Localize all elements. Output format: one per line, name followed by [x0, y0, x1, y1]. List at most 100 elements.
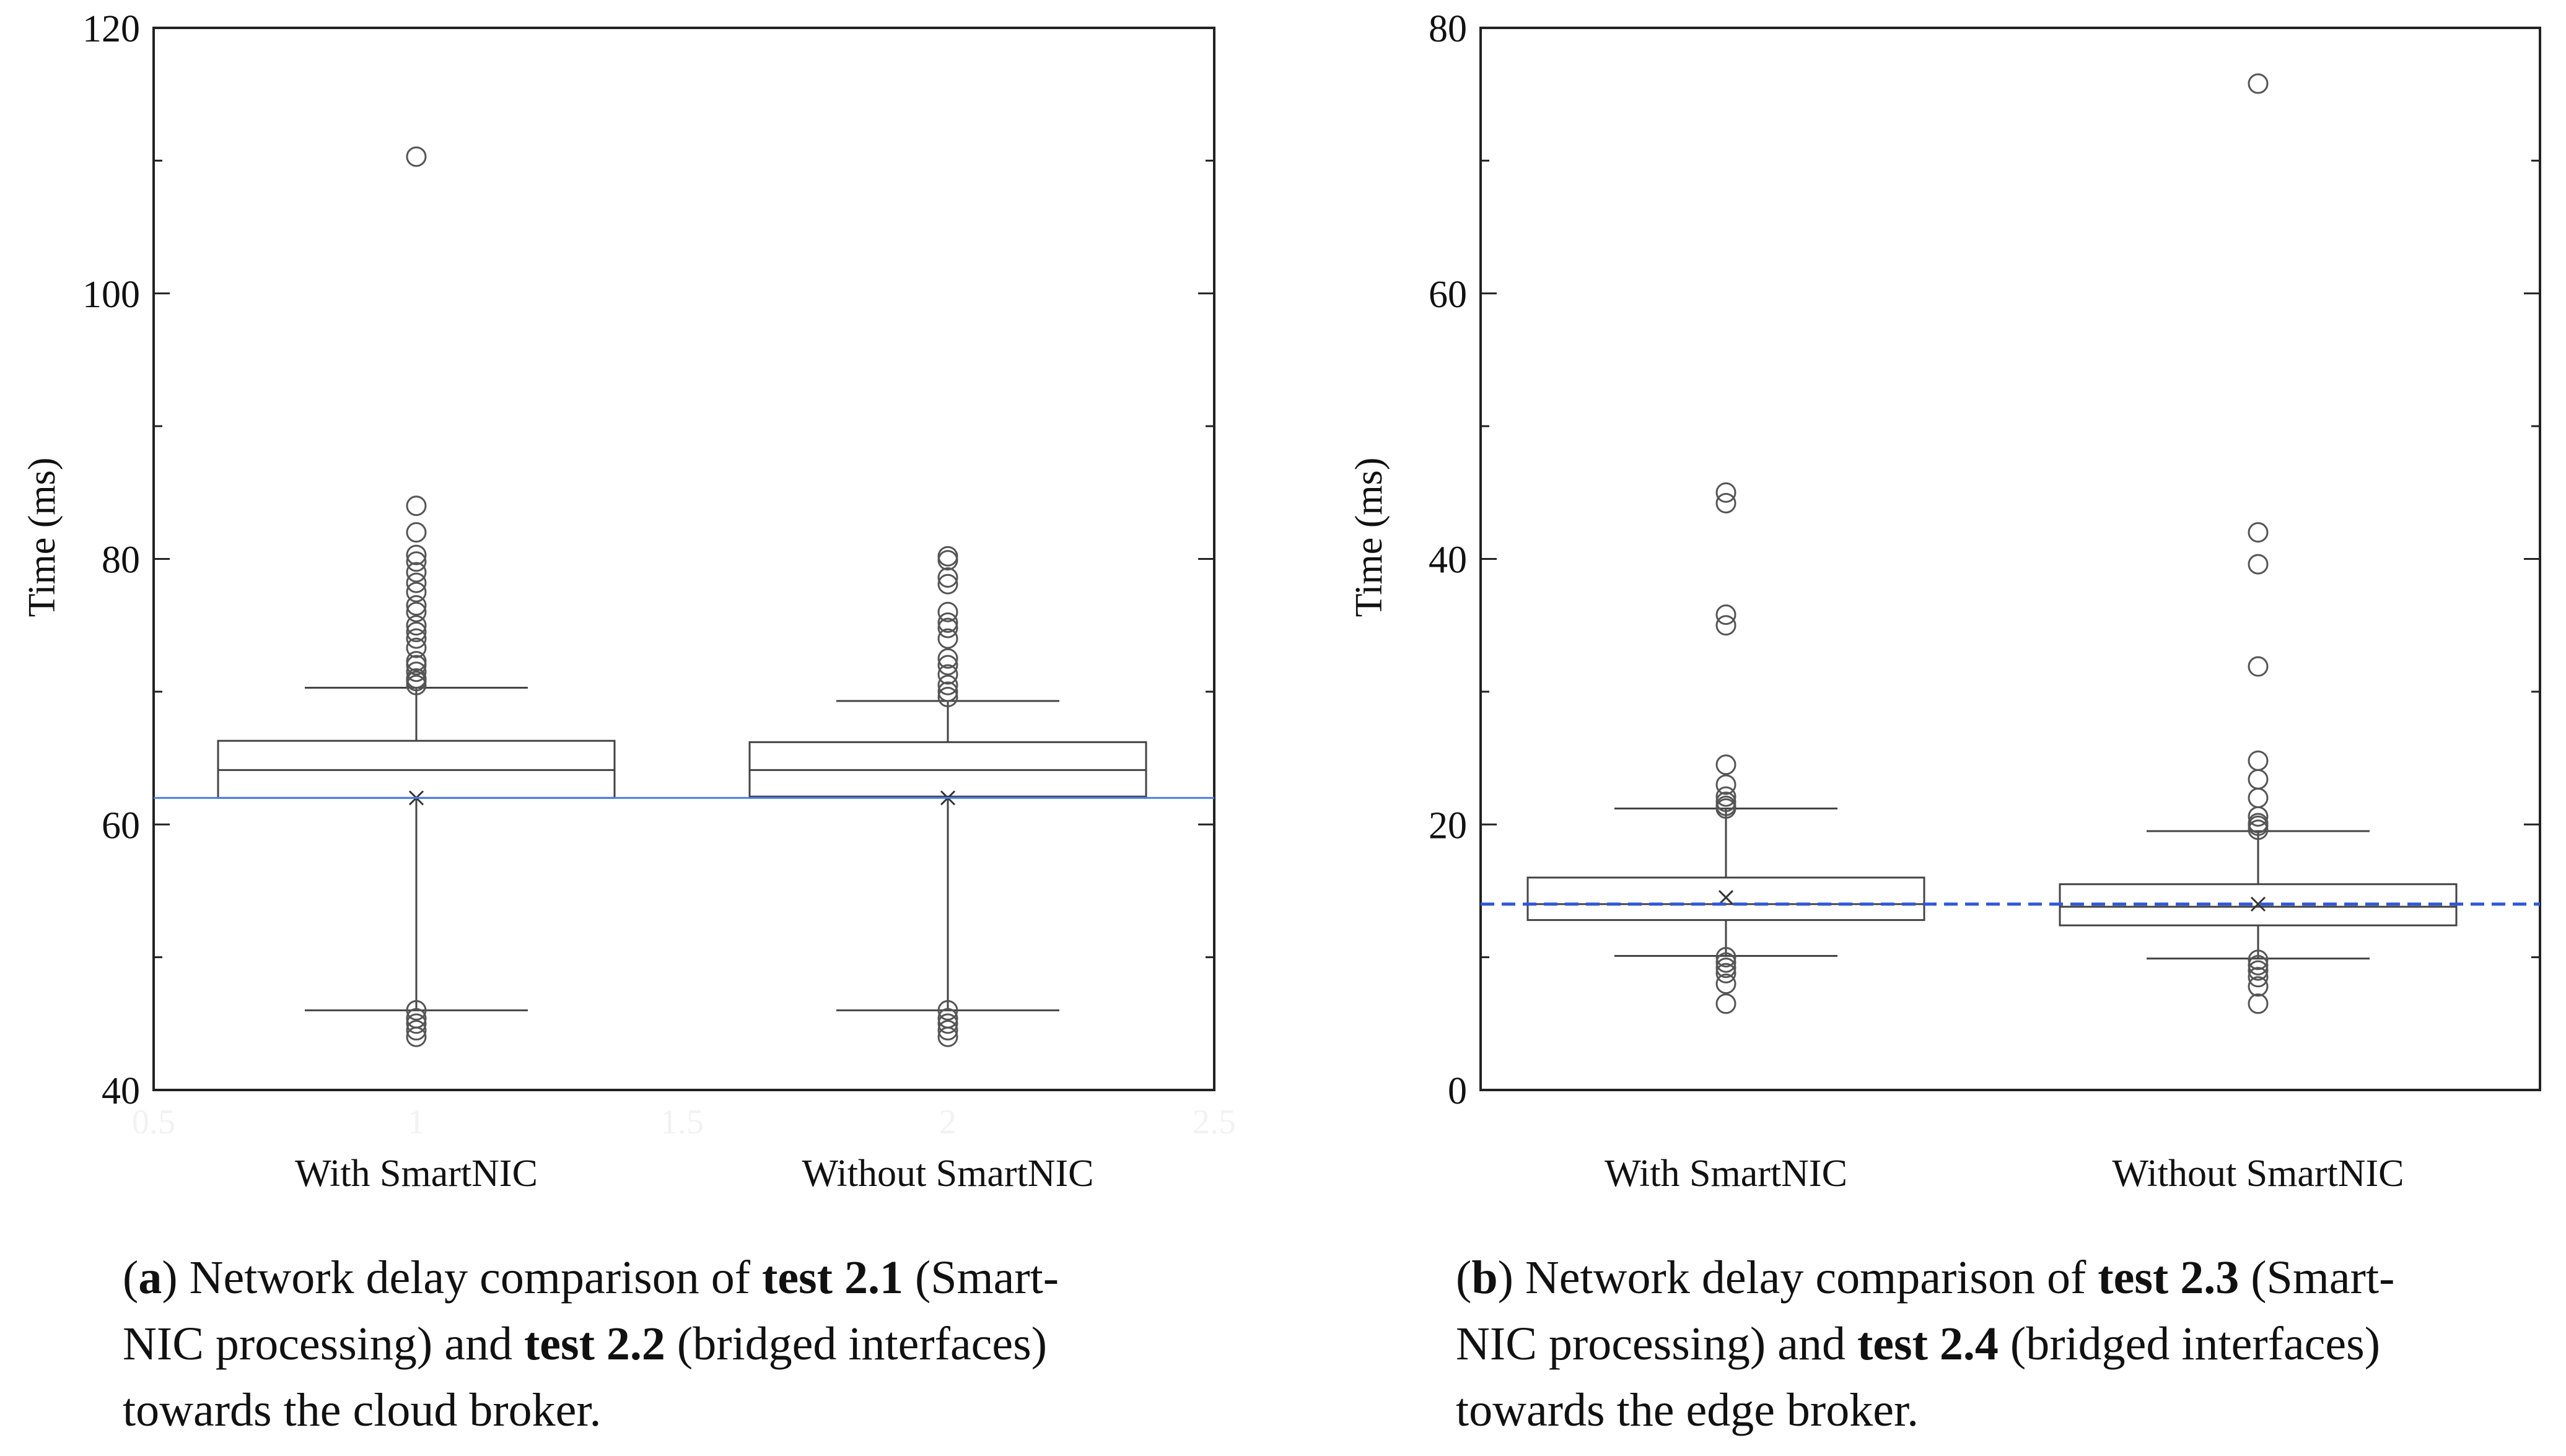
outlier-point: [937, 546, 958, 567]
outlier-point: [1715, 798, 1736, 819]
box-iqr: [1526, 876, 1925, 922]
outlier-point: [406, 544, 427, 565]
outlier-point: [937, 1026, 958, 1047]
outlier-point: [406, 621, 427, 642]
outlier-point: [1715, 482, 1736, 503]
x-category-label: With SmartNIC: [295, 1153, 538, 1195]
outlier-point: [937, 573, 958, 595]
outlier-point: [1715, 615, 1736, 636]
outlier-point: [2248, 954, 2269, 975]
x-tick-label-faint: 0.5: [132, 1103, 175, 1141]
outlier-point: [937, 1000, 958, 1021]
x-tick-label-faint: 2.5: [1193, 1103, 1236, 1141]
outlier-point: [937, 550, 958, 571]
x-category-label: Without SmartNIC: [802, 1153, 1093, 1195]
caption-b-line1-prefix: ) Network delay comparison of: [1497, 1252, 2098, 1304]
caption-a-line2-suffix: (bridged interfaces): [665, 1318, 1048, 1370]
outlier-point: [406, 1026, 427, 1047]
outlier-point: [937, 648, 958, 669]
outlier-point: [1715, 774, 1736, 795]
caption-a-line1-prefix: ) Network delay comparison of: [162, 1252, 763, 1304]
y-tick-label: 20: [1429, 804, 1467, 847]
outlier-point: [1715, 962, 1736, 983]
outlier-point: [1715, 974, 1736, 994]
outlier-point: [2248, 949, 2269, 970]
y-tick-label: 0: [1448, 1070, 1467, 1112]
outlier-point: [406, 582, 427, 603]
mean-marker: [2250, 896, 2266, 912]
caption-b: (b) Network delay comparison of test 2.3…: [1456, 1245, 2394, 1444]
caption-b-line2-bold: test 2.4: [1857, 1318, 1999, 1370]
caption-b-line-2: NIC processing) and test 2.4 (bridged in…: [1456, 1311, 2394, 1377]
outlier-point: [406, 595, 427, 616]
outlier-point: [406, 637, 427, 658]
box-group: [1526, 482, 1925, 1014]
outlier-point: [1715, 993, 1736, 1014]
outlier-point: [406, 1020, 427, 1041]
outlier-point: [406, 572, 427, 593]
x-tick-label-faint: 2: [939, 1103, 957, 1141]
outlier-point: [406, 661, 427, 682]
outlier-point: [1715, 604, 1736, 626]
caption-a-line2-bold: test 2.2: [523, 1318, 665, 1370]
caption-a-line1-bold: test 2.1: [762, 1252, 903, 1304]
outlier-point: [937, 617, 958, 639]
caption-a-label: a: [138, 1252, 162, 1304]
y-tick-label: 60: [102, 804, 140, 847]
outlier-point: [2248, 522, 2269, 543]
caption-b-line2-suffix: (bridged interfaces): [1998, 1318, 2381, 1370]
boxplot-chart-b: 0 20 40 60 80 Time (ms) With SmartNIC Without S…: [1348, 8, 2541, 1195]
y-tick-label: 100: [82, 274, 140, 316]
outlier-point: [2248, 769, 2269, 790]
outlier-point: [406, 615, 427, 636]
outlier-point: [1715, 754, 1736, 775]
caption-a-line2-prefix: NIC processing) and: [123, 1318, 524, 1370]
plot-frame: [152, 27, 1215, 1091]
outlier-point: [2248, 819, 2269, 840]
outlier-point: [406, 655, 427, 676]
caption-a-line-1: (a) Network delay comparison of test 2.1…: [123, 1252, 1059, 1304]
outlier-point: [937, 612, 958, 633]
chart-panel-a: 40 60 80 100 120 0.5 1 1.5 2 2.5 Time (ms) With Sma…: [21, 8, 1236, 1195]
outlier-point: [937, 567, 958, 588]
x-category-label: With SmartNIC: [1605, 1153, 1847, 1195]
y-tick-label: 80: [102, 539, 140, 582]
caption-a-line1-suffix: (Smart-: [903, 1252, 1059, 1304]
chart-panel-b: 0 20 40 60 80 Time (ms) With SmartNIC Without S…: [1332, 0, 2566, 1456]
outlier-point: [406, 674, 427, 695]
outlier-point: [1715, 952, 1736, 973]
outlier-point: [406, 551, 427, 572]
outlier-point: [406, 146, 427, 167]
outlier-point: [1715, 947, 1736, 968]
x-tick-label-faint: 1: [408, 1103, 425, 1141]
box-group: [217, 146, 616, 1047]
caption-a-line-2: NIC processing) and test 2.2 (bridged in…: [123, 1311, 1059, 1377]
outlier-point: [937, 681, 958, 702]
box-group: [748, 546, 1147, 1047]
outlier-point: [2248, 750, 2269, 771]
outlier-point: [2248, 554, 2269, 575]
y-tick-label: 80: [1429, 8, 1467, 50]
caption-b-line1-suffix: (Smart-: [2239, 1252, 2395, 1304]
plot-frame: [1479, 27, 2541, 1091]
outlier-point: [406, 1013, 427, 1034]
caption-b-label: b: [1471, 1252, 1498, 1304]
outlier-point: [406, 628, 427, 649]
box-group: [2059, 73, 2458, 1014]
caption-b-line2-prefix: NIC processing) and: [1456, 1318, 1857, 1370]
y-tick-label: 120: [82, 8, 140, 50]
mean-marker: [1718, 890, 1734, 905]
outlier-point: [937, 1020, 958, 1041]
outlier-point: [2248, 806, 2269, 827]
outlier-point: [406, 495, 427, 517]
outlier-point: [937, 655, 958, 676]
outlier-point: [937, 601, 958, 622]
outlier-point: [2248, 993, 2269, 1014]
outlier-point: [2248, 967, 2269, 988]
caption-b-line1-bold: test 2.3: [2098, 1252, 2240, 1304]
outlier-point: [406, 1000, 427, 1021]
outlier-point: [1715, 786, 1736, 807]
x-category-label: Without SmartNIC: [2112, 1153, 2404, 1195]
outlier-point: [937, 686, 958, 707]
outlier-point: [2248, 73, 2269, 94]
